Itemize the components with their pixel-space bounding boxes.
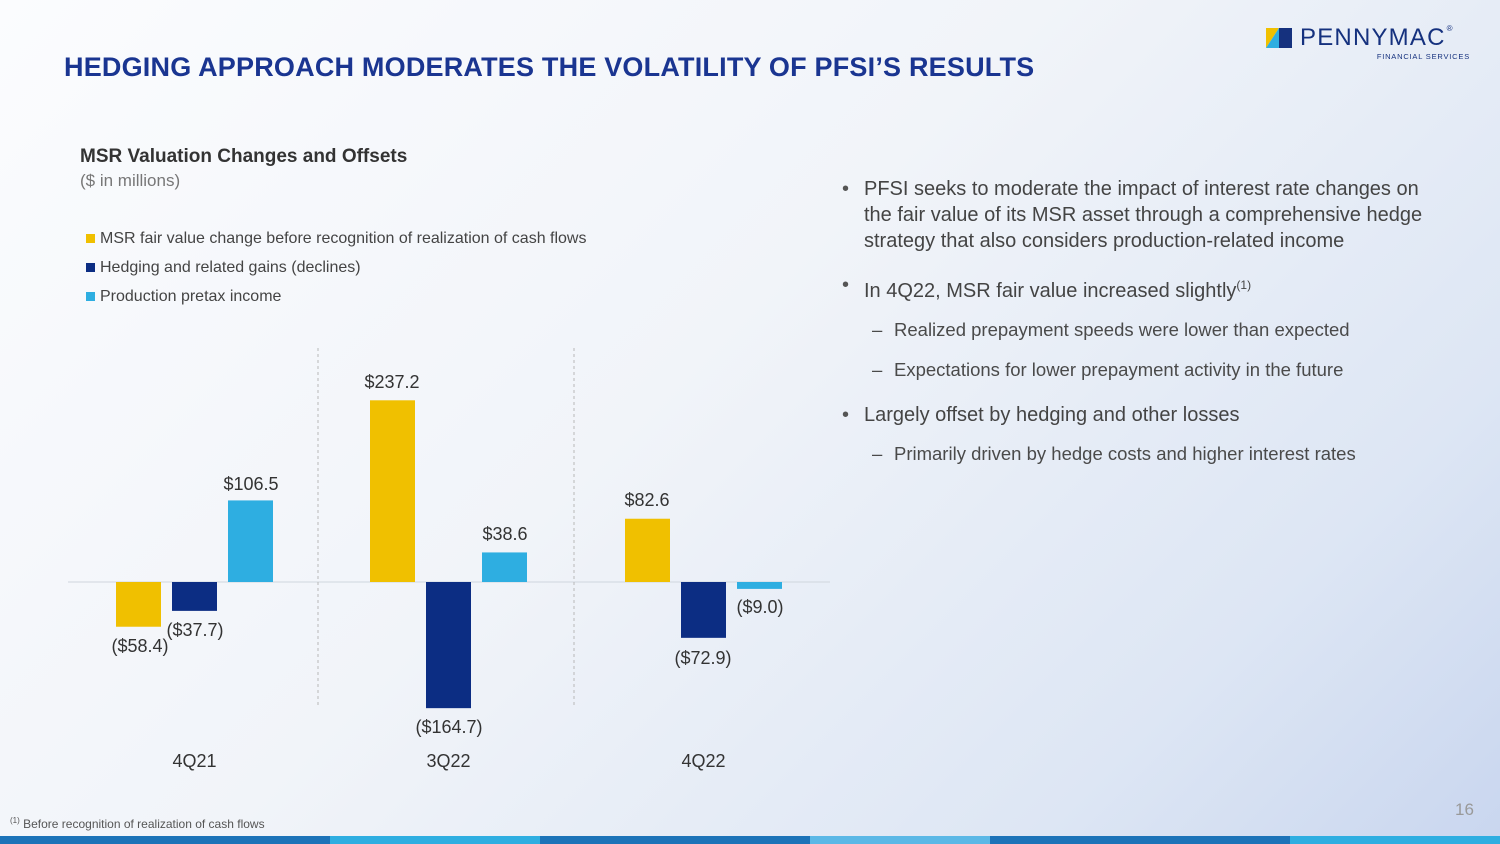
data-label: ($9.0) — [736, 597, 783, 617]
legend-label-production: Production pretax income — [100, 287, 282, 305]
sub-bullet-item: Primarily driven by hedge costs and high… — [842, 442, 1452, 466]
bar-chart: ($58.4)($37.7) $106.5 4Q21 $237.2 ($164.7) $3… — [68, 348, 830, 771]
page-title: HEDGING APPROACH MODERATES THE VOLATILIT… — [64, 52, 1035, 82]
chart-title: MSR Valuation Changes and Offsets — [80, 146, 408, 167]
logo-name: PENNYMAC® — [1300, 24, 1454, 51]
bar-4Q22-series-2 — [681, 582, 726, 638]
bar-4Q22-series-1 — [625, 518, 670, 582]
bullet-item: In 4Q22, MSR fair value increased slight… — [842, 272, 1452, 304]
category-label: 4Q21 — [172, 751, 216, 771]
bar-4Q21-series-2 — [172, 582, 217, 611]
bar-3Q22-series-2 — [426, 582, 471, 709]
bar-4Q21-series-3 — [228, 500, 273, 582]
bullet-list: PFSI seeks to moderate the impact of int… — [842, 176, 1452, 486]
data-label: $237.2 — [364, 372, 419, 392]
legend-item-msr: MSR fair value change before recognition… — [86, 224, 586, 253]
legend-label-hedging: Hedging and related gains (declines) — [100, 258, 361, 276]
legend-item-hedging: Hedging and related gains (declines) — [86, 253, 586, 282]
data-label: ($164.7) — [415, 717, 482, 737]
chart-subtitle: ($ in millions) — [80, 171, 181, 190]
legend-label-msr: MSR fair value change before recognition… — [100, 229, 587, 247]
bullet-item: Largely offset by hedging and other loss… — [842, 402, 1452, 428]
category-label: 4Q22 — [681, 751, 725, 771]
bullet-item: PFSI seeks to moderate the impact of int… — [842, 176, 1452, 254]
footnote: (1) Before recognition of realization of… — [10, 816, 265, 831]
bottom-decorative-band — [0, 836, 1500, 844]
pennymac-logo: PENNYMAC® FINANCIAL SERVICES — [1266, 24, 1476, 64]
bar-3Q22-series-1 — [370, 400, 415, 582]
footnote-ref: (1) — [1236, 278, 1252, 292]
bar-4Q21-series-1 — [116, 582, 161, 627]
pennymac-logo-icon — [1266, 28, 1292, 48]
legend-item-production: Production pretax income — [86, 282, 586, 311]
bar-3Q22-series-3 — [482, 552, 527, 582]
data-label: ($37.7) — [166, 620, 223, 640]
legend-swatch-hedging — [86, 263, 95, 272]
data-label: $82.6 — [624, 490, 669, 510]
legend-swatch-production — [86, 292, 95, 301]
legend-swatch-msr — [86, 234, 95, 243]
data-label: ($58.4) — [111, 636, 168, 656]
data-label: $38.6 — [482, 524, 527, 544]
data-label: $106.5 — [223, 474, 278, 494]
category-label: 3Q22 — [426, 751, 470, 771]
sub-bullet-item: Expectations for lower prepayment activi… — [842, 358, 1452, 382]
page-number: 16 — [1455, 800, 1474, 819]
bar-4Q22-series-3 — [737, 582, 782, 589]
chart-legend: MSR fair value change before recognition… — [86, 224, 586, 311]
data-label: ($72.9) — [674, 648, 731, 668]
logo-subtitle: FINANCIAL SERVICES — [1376, 52, 1470, 61]
sub-bullet-item: Realized prepayment speeds were lower th… — [842, 318, 1452, 342]
